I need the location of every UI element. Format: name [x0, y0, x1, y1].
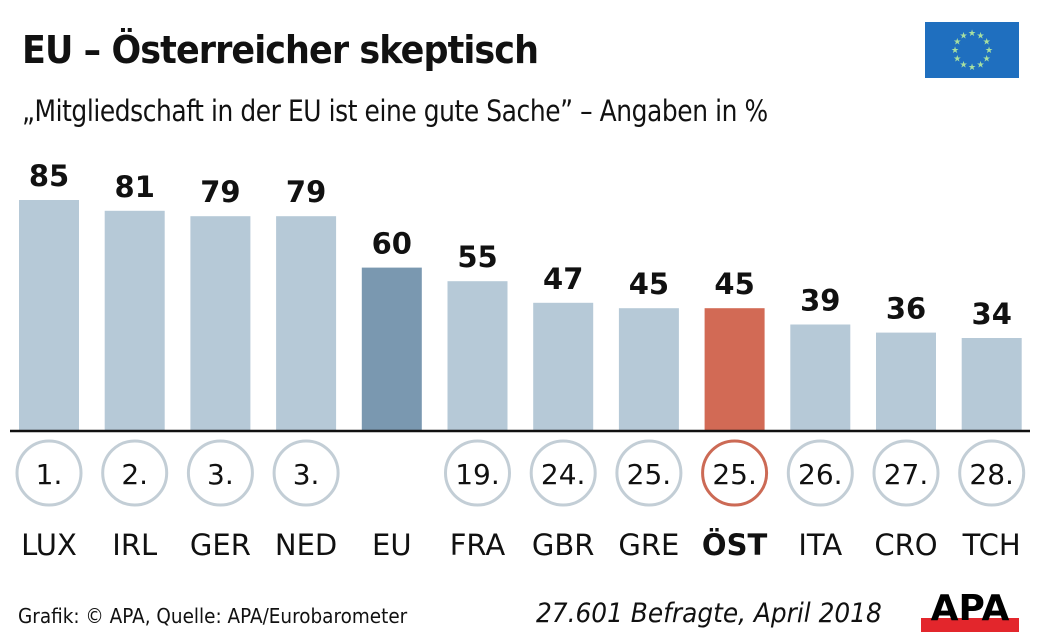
flag-star-icon: ★ — [976, 31, 984, 41]
flag-star-icon: ★ — [959, 31, 967, 41]
category-label: IRL — [112, 528, 157, 562]
value-label: 39 — [800, 284, 840, 318]
rank-label: 27. — [884, 458, 929, 491]
rank-label: 24. — [541, 458, 586, 491]
flag-star-icon: ★ — [953, 38, 961, 48]
flag-star-icon: ★ — [953, 55, 961, 65]
value-label: 45 — [629, 267, 669, 301]
flag-star-icon: ★ — [968, 63, 976, 73]
rank-label: 3. — [207, 458, 234, 491]
bar-irl — [104, 210, 165, 430]
bar-gre — [618, 308, 679, 430]
value-label: 47 — [543, 262, 583, 296]
category-label: CRO — [874, 528, 937, 562]
category-label: NED — [275, 528, 337, 562]
category-label: FRA — [450, 528, 506, 562]
bar-ned — [276, 216, 337, 430]
rank-circle — [101, 439, 169, 507]
source-credit: Grafik: © APA, Quelle: APA/Eurobarometer — [18, 604, 408, 628]
value-label: 45 — [714, 267, 754, 301]
bar-ger — [190, 216, 251, 430]
apa-logo: APA — [921, 588, 1019, 632]
rank-circle — [701, 439, 769, 507]
category-label: TCH — [962, 528, 1021, 562]
category-label: GBR — [532, 528, 595, 562]
value-label: 34 — [972, 297, 1012, 331]
category-label: EU — [372, 528, 412, 562]
rank-label: 28. — [969, 458, 1014, 491]
rank-circle — [872, 439, 940, 507]
bar-öst — [704, 308, 765, 430]
flag-star-icon: ★ — [983, 55, 991, 65]
bar-eu — [361, 267, 422, 430]
rank-circle — [186, 439, 254, 507]
category-label: LUX — [21, 528, 77, 562]
rank-label: 2. — [121, 458, 148, 491]
rank-label: 1. — [36, 458, 63, 491]
category-label: ITA — [798, 528, 842, 562]
flag-star-icon: ★ — [968, 29, 976, 39]
rank-circle — [958, 439, 1026, 507]
flag-star-icon: ★ — [983, 38, 991, 48]
category-label: ÖST — [702, 528, 768, 562]
bar-fra — [447, 281, 508, 430]
value-label: 36 — [886, 292, 926, 326]
eu-flag-icon: ★ ★★★★★★★★★★★ — [925, 22, 1019, 78]
flag-star-icon: ★ — [985, 46, 993, 56]
bar-ita — [790, 324, 851, 430]
value-label: 85 — [29, 159, 69, 193]
bar-gbr — [533, 302, 594, 430]
rank-label: 3. — [293, 458, 320, 491]
flag-star-icon: ★ — [976, 61, 984, 71]
rank-circle — [615, 439, 683, 507]
flag-star-icon: ★ — [951, 46, 959, 56]
bar-cro — [876, 332, 936, 430]
rank-circle — [272, 439, 340, 507]
bar-tch — [961, 338, 1022, 430]
value-label: 79 — [286, 175, 326, 209]
rank-label: 19. — [455, 458, 500, 491]
value-label: 55 — [457, 240, 497, 274]
value-label: 81 — [115, 170, 155, 204]
rank-label: 25. — [627, 458, 672, 491]
rank-circle — [529, 439, 597, 507]
rank-circle — [15, 439, 83, 507]
rank-label: 26. — [798, 458, 843, 491]
category-label: GRE — [618, 528, 679, 562]
chart-title: EU – Österreicher skeptisch — [22, 28, 539, 72]
rank-circle — [444, 439, 511, 507]
chart-subtitle: „Mitgliedschaft in der EU ist eine gute … — [22, 94, 768, 128]
rank-circle — [786, 439, 854, 507]
flag-star-icon: ★ — [959, 61, 967, 71]
apa-logo-text: APA — [931, 588, 1010, 629]
value-label: 60 — [372, 227, 412, 261]
survey-note: 27.601 Befragte, April 2018 — [536, 598, 882, 629]
bar-lux — [19, 200, 79, 430]
value-label: 79 — [200, 175, 240, 209]
category-label: GER — [190, 528, 251, 562]
rank-label: 25. — [712, 458, 757, 491]
